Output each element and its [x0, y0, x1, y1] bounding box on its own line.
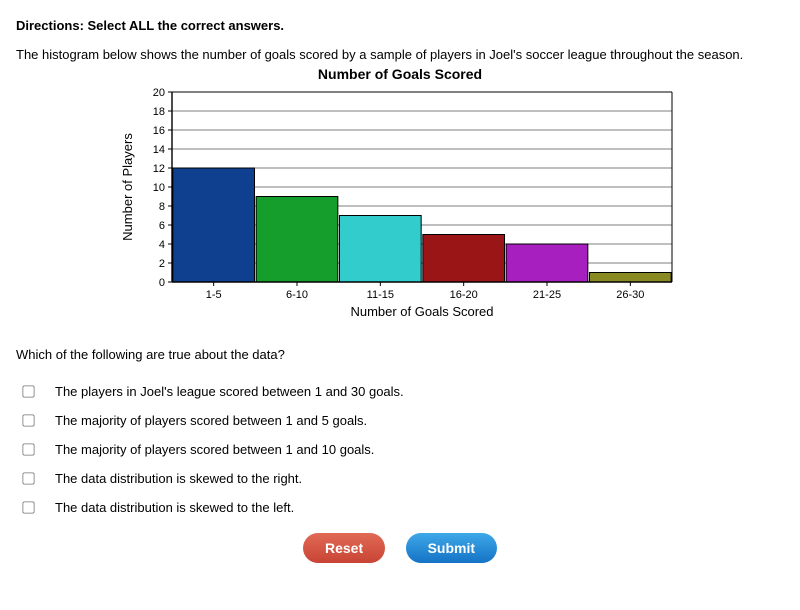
- answer-list: The players in Joel's league scored betw…: [22, 384, 784, 515]
- intro-text: The histogram below shows the number of …: [16, 47, 784, 62]
- answer-label[interactable]: The majority of players scored between 1…: [55, 413, 367, 428]
- svg-text:6-10: 6-10: [286, 289, 308, 301]
- svg-text:26-30: 26-30: [616, 289, 644, 301]
- reset-button[interactable]: Reset: [303, 533, 385, 563]
- svg-text:1-5: 1-5: [206, 289, 222, 301]
- svg-text:18: 18: [153, 106, 165, 118]
- answer-checkbox-4[interactable]: [22, 501, 34, 513]
- button-row: Reset Submit: [16, 533, 784, 563]
- svg-text:0: 0: [159, 277, 165, 289]
- chart-title: Number of Goals Scored: [16, 66, 784, 82]
- chart-container: Number of Goals Scored 0 2 4 6 8 10 12 14 16 18 20…: [16, 66, 784, 333]
- svg-text:Number of Goals Scored: Number of Goals Scored: [350, 304, 493, 319]
- answer-label[interactable]: The data distribution is skewed to the r…: [55, 471, 302, 486]
- svg-text:14: 14: [153, 144, 165, 156]
- answer-checkbox-0[interactable]: [22, 385, 34, 397]
- svg-text:Number of Players: Number of Players: [120, 133, 135, 241]
- answer-row: The majority of players scored between 1…: [22, 413, 784, 428]
- svg-text:16-20: 16-20: [450, 289, 478, 301]
- svg-text:16: 16: [153, 125, 165, 137]
- svg-text:8: 8: [159, 201, 165, 213]
- directions-heading: Directions: Select ALL the correct answe…: [16, 18, 784, 33]
- answer-row: The players in Joel's league scored betw…: [22, 384, 784, 399]
- histogram-chart: 0 2 4 6 8 10 12 14 16 18 20 1-5 6-10 11-15 16-20 21-25 2…: [118, 84, 682, 328]
- submit-button[interactable]: Submit: [406, 533, 497, 563]
- answer-label[interactable]: The data distribution is skewed to the l…: [55, 500, 294, 515]
- answer-label[interactable]: The majority of players scored between 1…: [55, 442, 374, 457]
- svg-text:21-25: 21-25: [533, 289, 561, 301]
- svg-text:6: 6: [159, 220, 165, 232]
- answer-row: The majority of players scored between 1…: [22, 442, 784, 457]
- svg-text:2: 2: [159, 258, 165, 270]
- answer-checkbox-3[interactable]: [22, 472, 34, 484]
- svg-text:11-15: 11-15: [367, 289, 394, 301]
- svg-text:12: 12: [153, 163, 165, 175]
- answer-row: The data distribution is skewed to the l…: [22, 500, 784, 515]
- svg-text:10: 10: [153, 182, 165, 194]
- answer-checkbox-1[interactable]: [22, 414, 34, 426]
- svg-text:20: 20: [153, 87, 165, 99]
- answer-row: The data distribution is skewed to the r…: [22, 471, 784, 486]
- question-text: Which of the following are true about th…: [16, 347, 784, 362]
- answer-checkbox-2[interactable]: [22, 443, 34, 455]
- svg-text:4: 4: [159, 239, 165, 251]
- answer-label[interactable]: The players in Joel's league scored betw…: [55, 384, 404, 399]
